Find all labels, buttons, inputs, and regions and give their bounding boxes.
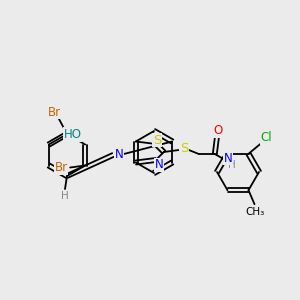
Text: S: S <box>180 142 188 155</box>
Text: Br: Br <box>47 106 61 118</box>
Text: S: S <box>153 134 161 146</box>
Text: H: H <box>61 191 69 201</box>
Text: CH₃: CH₃ <box>245 207 264 217</box>
Text: O: O <box>213 124 222 137</box>
Text: Cl: Cl <box>261 131 272 144</box>
Text: N: N <box>154 158 163 172</box>
Text: Br: Br <box>55 161 68 174</box>
Text: N: N <box>115 148 123 160</box>
Text: HO: HO <box>64 128 82 141</box>
Text: H: H <box>228 160 236 170</box>
Text: N: N <box>224 152 232 164</box>
